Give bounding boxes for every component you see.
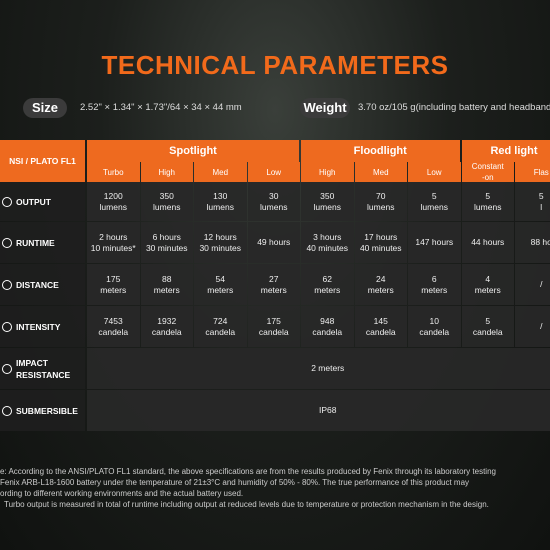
table-cell: 145 candela [354, 306, 407, 347]
note-line: Turbo output is measured in total of run… [4, 500, 489, 509]
column-header: Turbo [87, 162, 140, 182]
table-cell: 17 hours 40 minutes [354, 222, 407, 263]
row-icon [2, 196, 12, 207]
table-cell: 5 lumens [461, 182, 514, 221]
row-icon [2, 279, 12, 290]
note-line: ording to different working environments… [0, 489, 244, 498]
group-header: Spotlight [87, 140, 299, 162]
row-label: INTENSITY [0, 306, 85, 347]
row-icon [2, 363, 12, 374]
table-cell: 7453 candela [87, 306, 140, 347]
row-icon [2, 237, 12, 248]
table-cell: 44 hours [461, 222, 514, 263]
notes: e: According to the ANSI/PLATO FL1 stand… [0, 466, 550, 510]
table-cell: 10 candela [408, 306, 461, 347]
column-header: Low [247, 162, 300, 182]
table-cell: 5 l [515, 182, 550, 221]
size-label: Size [23, 98, 67, 118]
note-line: e: According to the ANSI/PLATO FL1 stand… [0, 467, 496, 476]
table-cell: 62 meters [301, 264, 354, 305]
table-cell: 1200 lumens [87, 182, 140, 221]
table-cell: 49 hours [247, 222, 300, 263]
table-cell: 130 lumens [194, 182, 247, 221]
note-line: Fenix ARB-L18-1600 battery under the tem… [0, 478, 470, 487]
table-cell: 3 hours 40 minutes [301, 222, 354, 263]
table-cell: 1932 candela [140, 306, 193, 347]
column-header: Med [354, 162, 407, 182]
table-cell: 2 hours 10 minutes* [87, 222, 140, 263]
table-cell: 88 meters [140, 264, 193, 305]
table-cell: 147 hours [408, 222, 461, 263]
table-cell: 6 hours 30 minutes [140, 222, 193, 263]
table-cell: 5 candela [461, 306, 514, 347]
table-cell: 350 lumens [301, 182, 354, 221]
row-label: IMPACT RESISTANCE [0, 348, 85, 389]
table-cell: 4 meters [461, 264, 514, 305]
table-cell: / [515, 306, 550, 347]
row-label: DISTANCE [0, 264, 85, 305]
table-cell: 6 meters [408, 264, 461, 305]
table-cell: 948 candela [301, 306, 354, 347]
table-cell: 88 ho [515, 222, 550, 263]
title: TECHNICAL PARAMETERS [101, 50, 449, 80]
corner-header: NSI / PLATO FL1 [0, 140, 85, 182]
column-header: Low [408, 162, 461, 182]
column-header: Constant -on [461, 162, 514, 182]
table-cell: 175 candela [247, 306, 300, 347]
column-header: High [140, 162, 193, 182]
table-cell: 54 meters [194, 264, 247, 305]
row-label: SUBMERSIBLE [0, 390, 85, 431]
column-header: High [301, 162, 354, 182]
table-cell: 12 hours 30 minutes [194, 222, 247, 263]
column-header: Flas [515, 162, 550, 182]
table-cell: 350 lumens [140, 182, 193, 221]
weight-value: 3.70 oz/105 g(including battery and head… [358, 102, 550, 113]
table-cell: 175 meters [87, 264, 140, 305]
table-cell: / [515, 264, 550, 305]
column-header: Med [194, 162, 247, 182]
table-cell: 70 lumens [354, 182, 407, 221]
group-header: Floodlight [301, 140, 460, 162]
table-cell: 724 candela [194, 306, 247, 347]
table-cell: 27 meters [247, 264, 300, 305]
weight-label: Weight [300, 98, 350, 118]
table-cell: 2 meters [87, 348, 550, 389]
table-cell: 30 lumens [247, 182, 300, 221]
group-header: Red light [461, 140, 550, 162]
table-cell: 5 lumens [408, 182, 461, 221]
row-label: RUNTIME [0, 222, 85, 263]
table-cell: 24 meters [354, 264, 407, 305]
row-icon [2, 321, 12, 332]
row-label: OUTPUT [0, 182, 85, 221]
table-cell: IP68 [87, 390, 550, 431]
row-icon [2, 405, 12, 416]
size-value: 2.52" × 1.34" × 1.73"/64 × 34 × 44 mm [80, 102, 242, 113]
